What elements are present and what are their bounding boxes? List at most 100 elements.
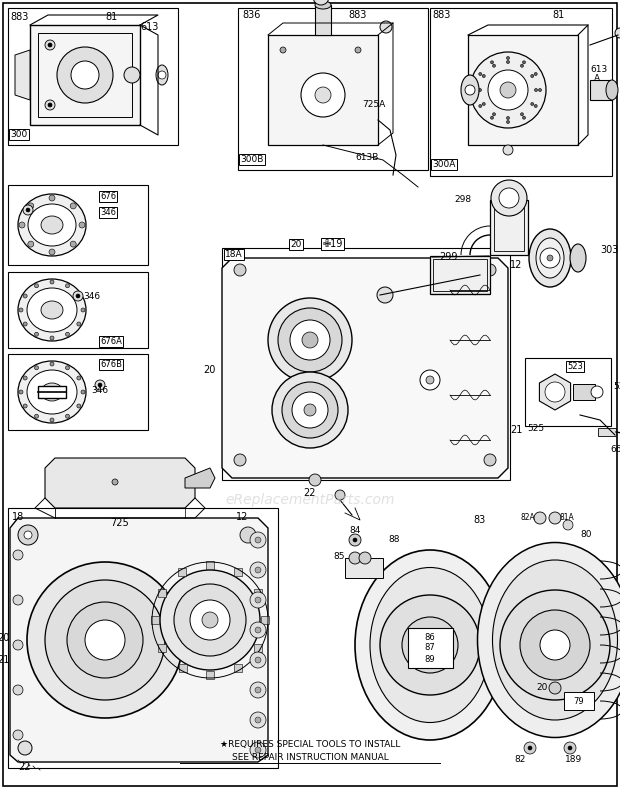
Circle shape: [67, 602, 143, 678]
Bar: [206, 561, 214, 569]
Circle shape: [35, 366, 38, 370]
Circle shape: [50, 362, 54, 366]
Circle shape: [534, 88, 538, 92]
Circle shape: [302, 332, 318, 348]
Circle shape: [521, 113, 523, 116]
Ellipse shape: [41, 216, 63, 234]
Text: 21: 21: [510, 425, 523, 435]
Circle shape: [482, 103, 485, 106]
Circle shape: [564, 742, 576, 754]
Text: 89: 89: [425, 655, 435, 664]
Ellipse shape: [18, 279, 86, 341]
Bar: [590, 80, 612, 100]
Circle shape: [13, 640, 23, 650]
Circle shape: [28, 203, 33, 209]
Text: 883: 883: [348, 10, 366, 20]
Circle shape: [240, 527, 256, 543]
Circle shape: [13, 550, 23, 560]
Circle shape: [18, 525, 38, 545]
Circle shape: [534, 512, 546, 524]
Bar: [254, 589, 262, 596]
Bar: [30, 25, 140, 125]
Text: 299: 299: [439, 252, 458, 262]
Circle shape: [250, 652, 266, 668]
Text: 20: 20: [537, 683, 548, 692]
Circle shape: [35, 332, 38, 336]
Text: 725: 725: [110, 518, 130, 528]
Circle shape: [534, 73, 537, 76]
Bar: [345, 558, 383, 578]
Circle shape: [24, 531, 32, 539]
Circle shape: [255, 717, 261, 723]
Circle shape: [158, 71, 166, 79]
Circle shape: [28, 241, 33, 247]
Circle shape: [234, 454, 246, 466]
Circle shape: [591, 386, 603, 398]
Text: 613B: 613B: [355, 153, 378, 162]
Circle shape: [349, 552, 361, 564]
Circle shape: [380, 21, 392, 33]
Circle shape: [81, 390, 85, 394]
Circle shape: [98, 383, 102, 387]
Circle shape: [23, 322, 27, 326]
Text: A: A: [594, 74, 600, 83]
Bar: [494, 204, 524, 251]
Circle shape: [272, 372, 348, 448]
Circle shape: [13, 595, 23, 605]
Circle shape: [112, 479, 118, 485]
Bar: [315, 5, 331, 35]
Circle shape: [540, 248, 560, 268]
Text: 87: 87: [425, 643, 435, 652]
Circle shape: [549, 682, 561, 694]
Bar: [8, 185, 148, 265]
Circle shape: [255, 567, 261, 573]
Circle shape: [282, 382, 338, 438]
Circle shape: [491, 180, 527, 216]
Bar: [433, 259, 487, 291]
Circle shape: [353, 538, 357, 542]
Text: 676A: 676A: [100, 337, 122, 346]
Circle shape: [290, 320, 330, 360]
Circle shape: [304, 404, 316, 416]
Text: 85: 85: [334, 552, 345, 561]
Circle shape: [615, 28, 620, 38]
Circle shape: [380, 595, 480, 695]
Polygon shape: [222, 258, 508, 478]
Circle shape: [503, 145, 513, 155]
Text: 676: 676: [100, 192, 116, 201]
Text: 346: 346: [83, 291, 100, 301]
Bar: [268, 35, 378, 145]
Text: 20: 20: [0, 633, 10, 643]
Bar: [179, 664, 187, 671]
Polygon shape: [539, 374, 570, 410]
Bar: [234, 568, 242, 577]
Circle shape: [418, 633, 442, 657]
Ellipse shape: [18, 361, 86, 423]
Bar: [234, 664, 242, 671]
Text: 300B: 300B: [240, 155, 264, 164]
Circle shape: [488, 70, 528, 110]
Circle shape: [255, 657, 261, 663]
Circle shape: [81, 308, 85, 312]
Bar: [38, 33, 132, 117]
Circle shape: [160, 570, 260, 670]
Text: 12: 12: [510, 260, 523, 270]
Circle shape: [48, 43, 52, 47]
Circle shape: [66, 414, 69, 418]
Circle shape: [280, 47, 286, 53]
Text: 18A: 18A: [225, 250, 242, 259]
Circle shape: [470, 52, 546, 128]
Text: 22: 22: [304, 488, 316, 498]
Circle shape: [19, 308, 23, 312]
Text: 189: 189: [565, 755, 582, 764]
Circle shape: [523, 116, 526, 119]
Text: 300A: 300A: [432, 160, 455, 169]
Text: 81A: 81A: [560, 513, 575, 522]
Circle shape: [315, 87, 331, 103]
Bar: [8, 508, 278, 768]
Circle shape: [301, 73, 345, 117]
Text: 21: 21: [0, 655, 10, 665]
Circle shape: [568, 746, 572, 750]
Circle shape: [190, 600, 230, 640]
Ellipse shape: [529, 229, 571, 287]
